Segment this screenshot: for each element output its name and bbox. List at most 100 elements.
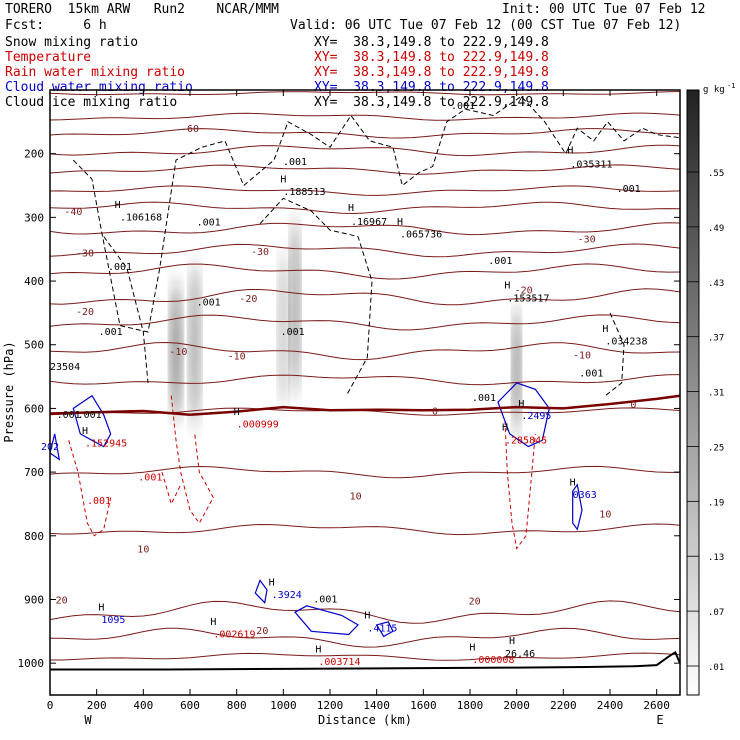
zero-isotherm (49, 394, 681, 417)
isotherm-16 (49, 523, 681, 536)
maximum-value-19: 26.46 (505, 649, 535, 660)
maximum-marker-h-15: H (364, 611, 370, 622)
field-xy-0: XY= 38.3,149.8 to 222.9,149.8 (314, 35, 549, 50)
colorbar-unit: g kg (703, 85, 725, 95)
maximum-marker-h-17: H (570, 477, 576, 488)
x-tick-label-0: 0 (47, 699, 54, 712)
x-tick-label-3: 600 (180, 699, 200, 712)
y-axis-label: Pressure (hPa) (2, 341, 16, 442)
maximum-value-18: 0363 (573, 490, 597, 501)
isotherm-7 (49, 222, 681, 236)
ice-contour-0 (72, 95, 681, 333)
isotherm-label-0: -60 (181, 124, 199, 135)
isotherm-3 (49, 144, 681, 157)
isotherm-13 (49, 374, 681, 386)
field-name-2: Rain water mixing ratio (5, 65, 186, 80)
isotherm-4 (49, 164, 681, 175)
ice-contour-2 (259, 197, 373, 396)
contour-label-11: .001 (57, 410, 81, 421)
plot-frame (49, 89, 681, 696)
contour-label-5: .001 (488, 256, 512, 267)
field-xy-4: XY= 38.3,149.8 to 222.9,149.8 (314, 95, 549, 110)
maximum-value-0: .106168 (120, 213, 162, 224)
field-xy-3: XY= 38.3,149.8 to 222.9,149.8 (314, 80, 549, 95)
maximum-value-11: .003714 (318, 657, 360, 668)
y-tick-label-7: 900 (24, 593, 44, 606)
isotherm-11 (49, 314, 681, 331)
cloud-water-contour-3 (254, 579, 268, 604)
contour-label-4: .001 (108, 262, 132, 273)
y-tick-label-6: 800 (24, 530, 44, 543)
snow-shading-4 (513, 306, 520, 434)
colorbar-tick-label-6: .37 (708, 334, 724, 344)
contour-label-8: .001 (281, 327, 305, 338)
isotherm-label-5: -20 (239, 294, 257, 305)
maximum-value-4: .153517 (507, 293, 549, 304)
ice-contour-1 (103, 236, 149, 383)
isotherm-18 (49, 627, 681, 648)
isotherm-1 (49, 112, 681, 121)
x-tick-label-10: 2000 (503, 699, 530, 712)
x-tick-label-12: 2400 (597, 699, 624, 712)
maximum-value-7: 23504 (50, 362, 80, 373)
field-name-3: Cloud water mixing ratio (5, 80, 193, 95)
maximum-marker-h-9: H (210, 617, 216, 628)
isotherm-label-14: 10 (599, 510, 611, 521)
cloud-water-contour-0 (72, 394, 112, 448)
cloud-water-contour-1 (497, 382, 550, 448)
contour-label-10: .001 (472, 393, 496, 404)
colorbar-tick-label-3: .19 (708, 498, 724, 508)
colorbar-tick-label-7: .43 (708, 279, 724, 289)
x-end-label-west: W (84, 713, 92, 727)
field-name-0: Snow mixing ratio (5, 35, 139, 50)
contour-label-3: .001 (197, 218, 221, 229)
maximum-marker-h-12: H (502, 423, 508, 434)
x-tick-label-1: 200 (87, 699, 107, 712)
isotherm-label-16: 20 (56, 595, 68, 606)
isotherm-0 (49, 91, 681, 96)
isotherm-label-8: -10 (169, 347, 187, 358)
isotherm-label-17: 20 (256, 626, 268, 637)
field-xy-1: XY= 38.3,149.8 to 222.9,149.8 (314, 50, 549, 65)
colorbar-tick-label-5: .31 (708, 389, 724, 399)
field-name-4: Cloud ice mixing ratio (5, 95, 178, 110)
maximum-marker-h-10: H (315, 644, 321, 655)
maximum-marker-h-3: H (397, 217, 403, 228)
isotherm-17 (49, 600, 681, 624)
contour-label-0: .001 (451, 101, 475, 112)
contour-label-13: .001 (138, 472, 162, 483)
maximum-value-3: .065736 (400, 230, 442, 241)
rain-contour-2 (504, 421, 536, 550)
contour-label-7: .001 (99, 327, 123, 338)
maximum-marker-h-4: H (504, 281, 510, 292)
maximum-value-13: .285845 (505, 435, 547, 446)
ice-contour-3 (604, 312, 625, 397)
isotherm-12 (49, 341, 681, 361)
maximum-marker-h-16: H (98, 602, 104, 613)
isotherm-19 (50, 652, 681, 661)
colorbar-tick-label-1: .07 (708, 608, 724, 618)
isotherm-label-9: -10 (228, 352, 246, 363)
rain-contour-3 (161, 471, 182, 506)
maximum-marker-h-7: H (234, 407, 240, 418)
maximum-marker-h-2: H (348, 203, 354, 214)
maximum-value-5: .035311 (570, 160, 612, 171)
terrain-surface (50, 650, 681, 671)
rain-contour-0 (170, 395, 214, 525)
colorbar-unit-exponent: -1 (727, 82, 735, 90)
colorbar-tick-label-9: .55 (708, 169, 724, 179)
cloud-water-contour-4 (294, 605, 359, 636)
colorbar-tick-label-4: .25 (708, 443, 724, 453)
maximum-value-9: .152945 (85, 439, 127, 450)
x-tick-label-7: 1400 (363, 699, 390, 712)
snow-shading-3 (279, 249, 287, 409)
x-tick-label-8: 1600 (410, 699, 437, 712)
y-tick-label-3: 500 (24, 339, 44, 352)
field-name-1: Temperature (5, 50, 92, 65)
contour-label-9: .001 (579, 369, 603, 380)
rain-contour-1 (68, 440, 112, 537)
cloud-water-contour-6 (49, 433, 61, 461)
valid-time: Valid: 06 UTC Tue 07 Feb 12 (00 CST Tue … (290, 18, 682, 33)
isotherm-15 (49, 465, 680, 479)
